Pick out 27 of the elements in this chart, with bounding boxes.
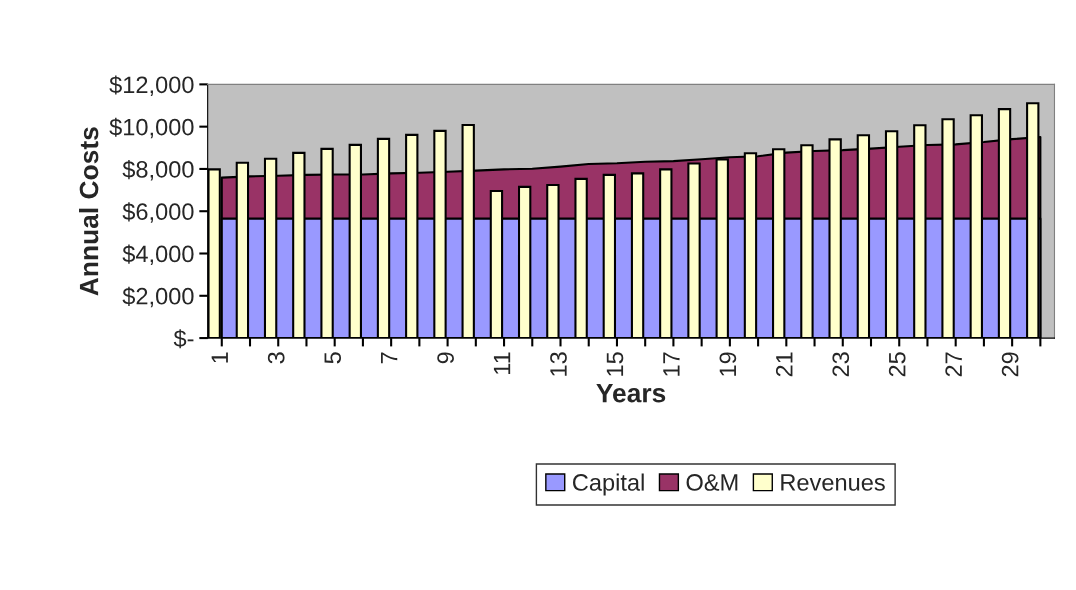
y-tick-label: $8,000 — [122, 160, 194, 181]
legend-label: O&M — [686, 474, 738, 491]
x-tick-label: 21 — [775, 352, 793, 377]
x-tick-label: 17 — [663, 352, 680, 376]
x-tick-label: 1 — [211, 352, 228, 363]
x-tick-label: 9 — [437, 352, 454, 364]
x-tick-label: 7 — [381, 352, 398, 364]
y-tick-label: $6,000 — [122, 202, 194, 223]
x-tick-label: 11 — [493, 352, 511, 374]
y-tick-label: $10,000 — [109, 117, 194, 139]
y-tick-label: $- — [173, 329, 194, 349]
x-tick-label: 29 — [1001, 352, 1019, 377]
legend-label: Capital — [573, 473, 644, 496]
legend-label: Revenues — [781, 474, 885, 491]
x-tick-label: 19 — [719, 352, 737, 376]
x-axis-title: Years — [596, 384, 666, 403]
x-tick-label: 27 — [945, 352, 962, 377]
y-axis-title: Annual Costs — [78, 127, 99, 296]
y-tick-label: $2,000 — [122, 286, 194, 308]
x-tick-label: 3 — [267, 352, 285, 364]
x-tick-label: 25 — [888, 352, 906, 377]
y-tick-label: $4,000 — [122, 244, 194, 266]
y-tick-label: $12,000 — [109, 75, 194, 96]
x-tick-label: 13 — [550, 352, 567, 376]
x-tick-label: 23 — [832, 352, 850, 377]
x-tick-label: 15 — [606, 352, 624, 376]
x-tick-label: 5 — [324, 352, 342, 364]
